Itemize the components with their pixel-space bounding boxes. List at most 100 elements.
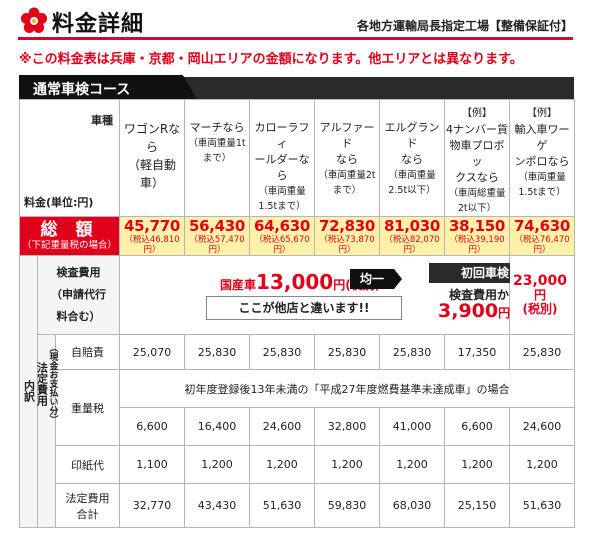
table-row: 法定費用 合計 32,770 43,430 51,630 59,830 68,0… [20, 483, 576, 528]
price-unit-label: 料金(単位:円) [24, 196, 94, 209]
cell-text: 法定費用 （現金お支払い分） [35, 343, 58, 424]
table-row: 印紙代 1,100 1,200 1,200 1,200 1,200 1,200 … [20, 445, 576, 484]
table-cell: 25,830 [184, 334, 251, 370]
table-cell: 17,350 [444, 334, 511, 370]
cell-text: 4ナンバー貨 [446, 123, 509, 136]
cell-text: 74,630 [513, 217, 571, 235]
vehicle-polo: 【例】 輸入車ワーゲ ンポロなら （車両重量 1.5tまで） [509, 99, 576, 217]
table-cell: 25,830 [379, 334, 446, 370]
row-label-legal-total: 法定費用 合計 [54, 483, 121, 528]
legal-label: 法定費用 [35, 361, 49, 406]
total-price: 38,150 （税込39,190円） [444, 216, 511, 256]
flower-icon [20, 7, 48, 33]
cell-text: 1.5tまで） [518, 187, 566, 198]
price-table: 車種 料金(単位:円) ワゴンRな ら （軽自動 車） マーチなら （車両重量1… [18, 99, 576, 528]
total-price: 74,630 （税込76,470円） [509, 216, 576, 256]
badge-arrow [394, 269, 403, 289]
table-row: 重量税 初年度登録後13年未満の「平成27年度燃費基準未達成車」の場合 [20, 369, 576, 446]
vehicle-elgrand: エルグランド なら （車両重量 2.5t以下） [379, 99, 446, 217]
cell-text: カローラフィ [254, 121, 310, 150]
cell-text: 合計 [76, 507, 99, 521]
cell-text: 72,830 [318, 217, 376, 235]
total-label-cell: 総 額 （下記重量税の場合） [18, 216, 121, 256]
import-inspection-cell: 23,000円 (税別) [509, 255, 576, 335]
page-header: 料金詳細 各地方運輸局長指定工場【整備保証付】 [0, 0, 593, 44]
table-cell: 32,800 [314, 407, 381, 446]
cell-text: なら [401, 153, 424, 166]
table-cell: 51,630 [509, 483, 576, 528]
table-cell: 16,400 [184, 407, 251, 446]
table-cell: 1,200 [379, 445, 446, 484]
header-divider [18, 37, 573, 40]
row-label-juryo: 重量税 [54, 369, 121, 446]
cell-text: ワゴンRな [123, 122, 181, 136]
cell-text: 56,430 [188, 217, 246, 235]
cell-text: 2.5t以下） [388, 185, 436, 196]
cell-text: 【例】 [462, 108, 493, 119]
cell-text: アルファード [319, 121, 375, 150]
legal-sub-label: （現金お支払い分） [47, 343, 58, 424]
cell-text: ら [146, 140, 159, 154]
total-price: 64,630 （税込65,670円） [249, 216, 316, 256]
cell-text: 物車プロボッ [449, 139, 505, 168]
first-inspection-from: 検査費用から [449, 288, 522, 302]
table-cell: 1,200 [444, 445, 511, 484]
vehicle-alphard: アルファード なら （車両重量2t まで） [314, 99, 381, 217]
legal-label-cell: 法定費用 （現金お支払い分） [35, 334, 58, 528]
vehicle-probox: 【例】 4ナンバー貨 物車プロボッ クスなら （車両総重量 2t以下） [444, 99, 511, 217]
area-notice: ※この料金表は兵庫・京都・岡山エリアの金額になります。他エリアとは異なります。 [19, 52, 523, 67]
table-cell: 25,150 [444, 483, 511, 528]
cell-text: （税込76,470円） [514, 235, 570, 255]
cell-text: （車両総重量 [448, 188, 506, 199]
cell-text: 総 額 [40, 220, 99, 240]
breakdown-label: 内訳 [22, 380, 36, 402]
cell-text: 【例】 [527, 108, 558, 119]
cell-text: 45,770 [123, 217, 181, 235]
total-price: 56,430 （税込57,470円） [184, 216, 251, 256]
table-cell: 51,630 [249, 483, 316, 528]
table-cell: 32,770 [119, 483, 186, 528]
cell-text: 検査費用 [56, 266, 101, 279]
cell-text: （下記重量税の場合） [22, 240, 118, 251]
cell-text: まで） [202, 153, 232, 164]
table-cell: 25,830 [249, 334, 316, 370]
table-cell: 41,000 [379, 407, 446, 446]
inspection-detail-cell: 国産車13,000円(税別) 均一 ここが他店と違います!! 初回車検 検査費用… [119, 255, 542, 335]
cell-text: 81,030 [383, 217, 441, 235]
cell-text: （軽自動 [128, 158, 177, 172]
cell-text: 料合む） [56, 310, 101, 323]
table-row: 法定費用 （現金お支払い分） 自賠責 25,070 25,830 25,830 … [20, 334, 576, 528]
table-cell: 1,100 [119, 445, 186, 484]
row-label-jibaiseki: 自賠責 [54, 334, 121, 370]
cell-text: マーチなら [189, 121, 245, 134]
total-row: 総 額 （下記重量税の場合） 45,770 （税込46,810円） 56,430 （… [18, 216, 576, 256]
table-cell: 59,830 [314, 483, 381, 528]
cell-text: （税込65,670円） [254, 235, 310, 255]
difference-callout: ここが他店と違います!! [206, 296, 403, 320]
cell-text: （税込82,070円） [384, 235, 440, 255]
cell-text: 円 [534, 288, 547, 302]
header-label-cell: 車種 料金(単位:円) [18, 99, 121, 217]
cell-text: 輸入車ワーゲ [514, 123, 570, 152]
tab-regular-course: 通常車検コース [19, 75, 197, 99]
cell-text: クスなら [455, 171, 499, 184]
cell-text: （税込73,870円） [319, 235, 375, 255]
cell-text: まで） [332, 185, 362, 196]
page-subtitle: 各地方運輸局長指定工場【整備保証付】 [356, 19, 573, 33]
cell-text: （税込46,810円） [124, 235, 180, 255]
page-title: 料金詳細 [52, 12, 145, 37]
table-cell: 25,070 [119, 334, 186, 370]
vehicle-corolla: カローラフィ ールダーなら （車両重量 1.5tまで） [249, 99, 316, 217]
total-price: 45,770 （税込46,810円） [119, 216, 186, 256]
cell-text: （車両重量 [518, 172, 566, 183]
cell-text: （税込57,470円） [189, 235, 245, 255]
table-cell: 68,030 [379, 483, 446, 528]
inspection-row: 内訳 検査費用 （申請代行 料合む） 国産車13,000円(税別) 均一 ここが… [19, 255, 576, 528]
cell-text: 38,150 [448, 217, 506, 235]
cell-text: (税別) [522, 302, 558, 316]
table-cell: 1,200 [314, 445, 381, 484]
vehicle-march: マーチなら （車両重量1t まで） [184, 99, 251, 217]
weight-tax-note: 初年度登録後13年未満の「平成27年度燃費基準未達成車」の場合 [119, 369, 576, 408]
cell-text: 3,900 [438, 300, 499, 322]
table-cell: 6,600 [119, 407, 186, 446]
